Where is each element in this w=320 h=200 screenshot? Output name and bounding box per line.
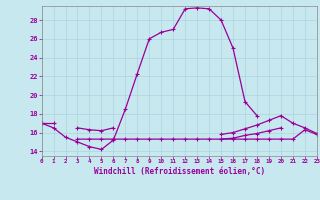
X-axis label: Windchill (Refroidissement éolien,°C): Windchill (Refroidissement éolien,°C) — [94, 167, 265, 176]
